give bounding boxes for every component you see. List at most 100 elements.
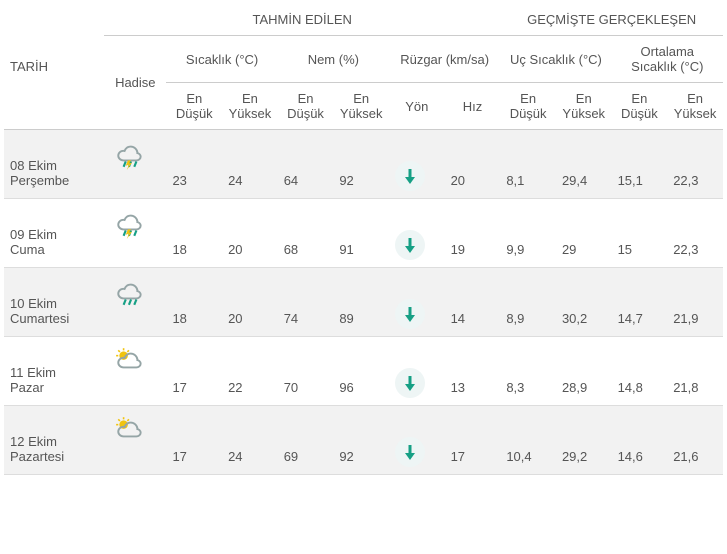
table-row: 10 Ekim Cumartesi 18 20 74 89 14 8,9 30,…: [4, 268, 723, 337]
table-body: 08 Ekim Perşembe 23 24 64 92 20 8,1 29,4…: [4, 130, 723, 475]
wind-dir: [389, 268, 445, 337]
wind-dir: [389, 199, 445, 268]
header-hum-low: En Düşük: [278, 83, 334, 130]
hum-low: 68: [278, 199, 334, 268]
date-line1: 10 Ekim: [10, 296, 57, 311]
partly-sunny-icon: [110, 365, 150, 380]
wind-dir: [389, 130, 445, 199]
wind-speed: 17: [445, 406, 501, 475]
date-line2: Pazartesi: [10, 449, 64, 464]
ext-low: 8,3: [500, 337, 556, 406]
avg-high: 21,8: [667, 337, 723, 406]
table-row: 09 Ekim Cuma 18 20 68 91 19 9,9 29 15 22…: [4, 199, 723, 268]
wind-direction-icon: [395, 161, 425, 191]
header-wind-speed: Hız: [445, 83, 501, 130]
hum-high: 91: [333, 199, 389, 268]
ext-low: 8,1: [500, 130, 556, 199]
temp-high: 24: [222, 130, 278, 199]
header-past: GEÇMİŞTE GERÇEKLEŞEN: [500, 4, 723, 36]
temp-high: 20: [222, 199, 278, 268]
hum-low: 74: [278, 268, 334, 337]
temp-low: 17: [166, 406, 222, 475]
header-avg-temp: Ortalama Sıcaklık (°C): [612, 36, 723, 83]
wind-speed: 14: [445, 268, 501, 337]
header-temp-low: En Düşük: [166, 83, 222, 130]
date-line2: Perşembe: [10, 173, 69, 188]
wind-direction-icon: [395, 368, 425, 398]
table-row: 12 Ekim Pazartesi 17 24 69 92 17 10,4 29…: [4, 406, 723, 475]
date-cell: 08 Ekim Perşembe: [4, 130, 104, 199]
temp-low: 18: [166, 268, 222, 337]
wind-speed: 20: [445, 130, 501, 199]
wind-direction-icon: [395, 437, 425, 467]
avg-high: 22,3: [667, 130, 723, 199]
weather-icon-cell: [104, 268, 166, 337]
weather-icon-cell: [104, 199, 166, 268]
header-avg-high: En Yüksek: [667, 83, 723, 130]
wind-direction-icon: [395, 230, 425, 260]
wind-speed: 13: [445, 337, 501, 406]
temp-low: 17: [166, 337, 222, 406]
header-hum-high: En Yüksek: [333, 83, 389, 130]
date-line1: 08 Ekim: [10, 158, 57, 173]
header-event: Hadise: [104, 36, 166, 130]
date-cell: 10 Ekim Cumartesi: [4, 268, 104, 337]
hum-high: 89: [333, 268, 389, 337]
header-temp-high: En Yüksek: [222, 83, 278, 130]
wind-dir: [389, 406, 445, 475]
temp-high: 22: [222, 337, 278, 406]
weather-icon-cell: [104, 406, 166, 475]
date-line2: Pazar: [10, 380, 44, 395]
date-line1: 11 Ekim: [10, 365, 56, 380]
ext-high: 29,4: [556, 130, 612, 199]
avg-high: 22,3: [667, 199, 723, 268]
temp-low: 18: [166, 199, 222, 268]
ext-high: 28,9: [556, 337, 612, 406]
date-cell: 09 Ekim Cuma: [4, 199, 104, 268]
partly-sunny-icon: [110, 434, 150, 449]
date-line2: Cumartesi: [10, 311, 69, 326]
temp-high: 24: [222, 406, 278, 475]
temp-low: 23: [166, 130, 222, 199]
header-ext-high: En Yüksek: [556, 83, 612, 130]
avg-low: 15: [612, 199, 668, 268]
weather-icon-cell: [104, 337, 166, 406]
header-avg-low: En Düşük: [612, 83, 668, 130]
table-row: 11 Ekim Pazar 17 22 70 96 13 8,3 28,9 14…: [4, 337, 723, 406]
hum-high: 96: [333, 337, 389, 406]
thunderstorm-icon: [110, 227, 150, 242]
wind-direction-icon: [395, 299, 425, 329]
avg-high: 21,9: [667, 268, 723, 337]
weather-forecast-table: TARİH TAHMİN EDİLEN GEÇMİŞTE GERÇEKLEŞEN…: [4, 4, 723, 475]
ext-high: 29,2: [556, 406, 612, 475]
header-date: TARİH: [4, 4, 104, 130]
date-line1: 12 Ekim: [10, 434, 57, 449]
header-wind-dir: Yön: [389, 83, 445, 130]
thunderstorm-icon: [110, 158, 150, 173]
ext-low: 9,9: [500, 199, 556, 268]
date-line2: Cuma: [10, 242, 45, 257]
weather-icon-cell: [104, 130, 166, 199]
ext-low: 8,9: [500, 268, 556, 337]
avg-low: 14,6: [612, 406, 668, 475]
wind-dir: [389, 337, 445, 406]
temp-high: 20: [222, 268, 278, 337]
ext-high: 30,2: [556, 268, 612, 337]
header-forecast: TAHMİN EDİLEN: [104, 4, 500, 36]
hum-low: 64: [278, 130, 334, 199]
header-ext-temp: Uç Sıcaklık (°C): [500, 36, 611, 83]
hum-high: 92: [333, 406, 389, 475]
avg-low: 15,1: [612, 130, 668, 199]
hum-low: 70: [278, 337, 334, 406]
avg-high: 21,6: [667, 406, 723, 475]
ext-low: 10,4: [500, 406, 556, 475]
avg-low: 14,8: [612, 337, 668, 406]
hum-high: 92: [333, 130, 389, 199]
wind-speed: 19: [445, 199, 501, 268]
date-cell: 11 Ekim Pazar: [4, 337, 104, 406]
header-ext-low: En Düşük: [500, 83, 556, 130]
header-humidity: Nem (%): [278, 36, 389, 83]
header-temp: Sıcaklık (°C): [166, 36, 277, 83]
date-cell: 12 Ekim Pazartesi: [4, 406, 104, 475]
rain-icon: [110, 296, 150, 311]
